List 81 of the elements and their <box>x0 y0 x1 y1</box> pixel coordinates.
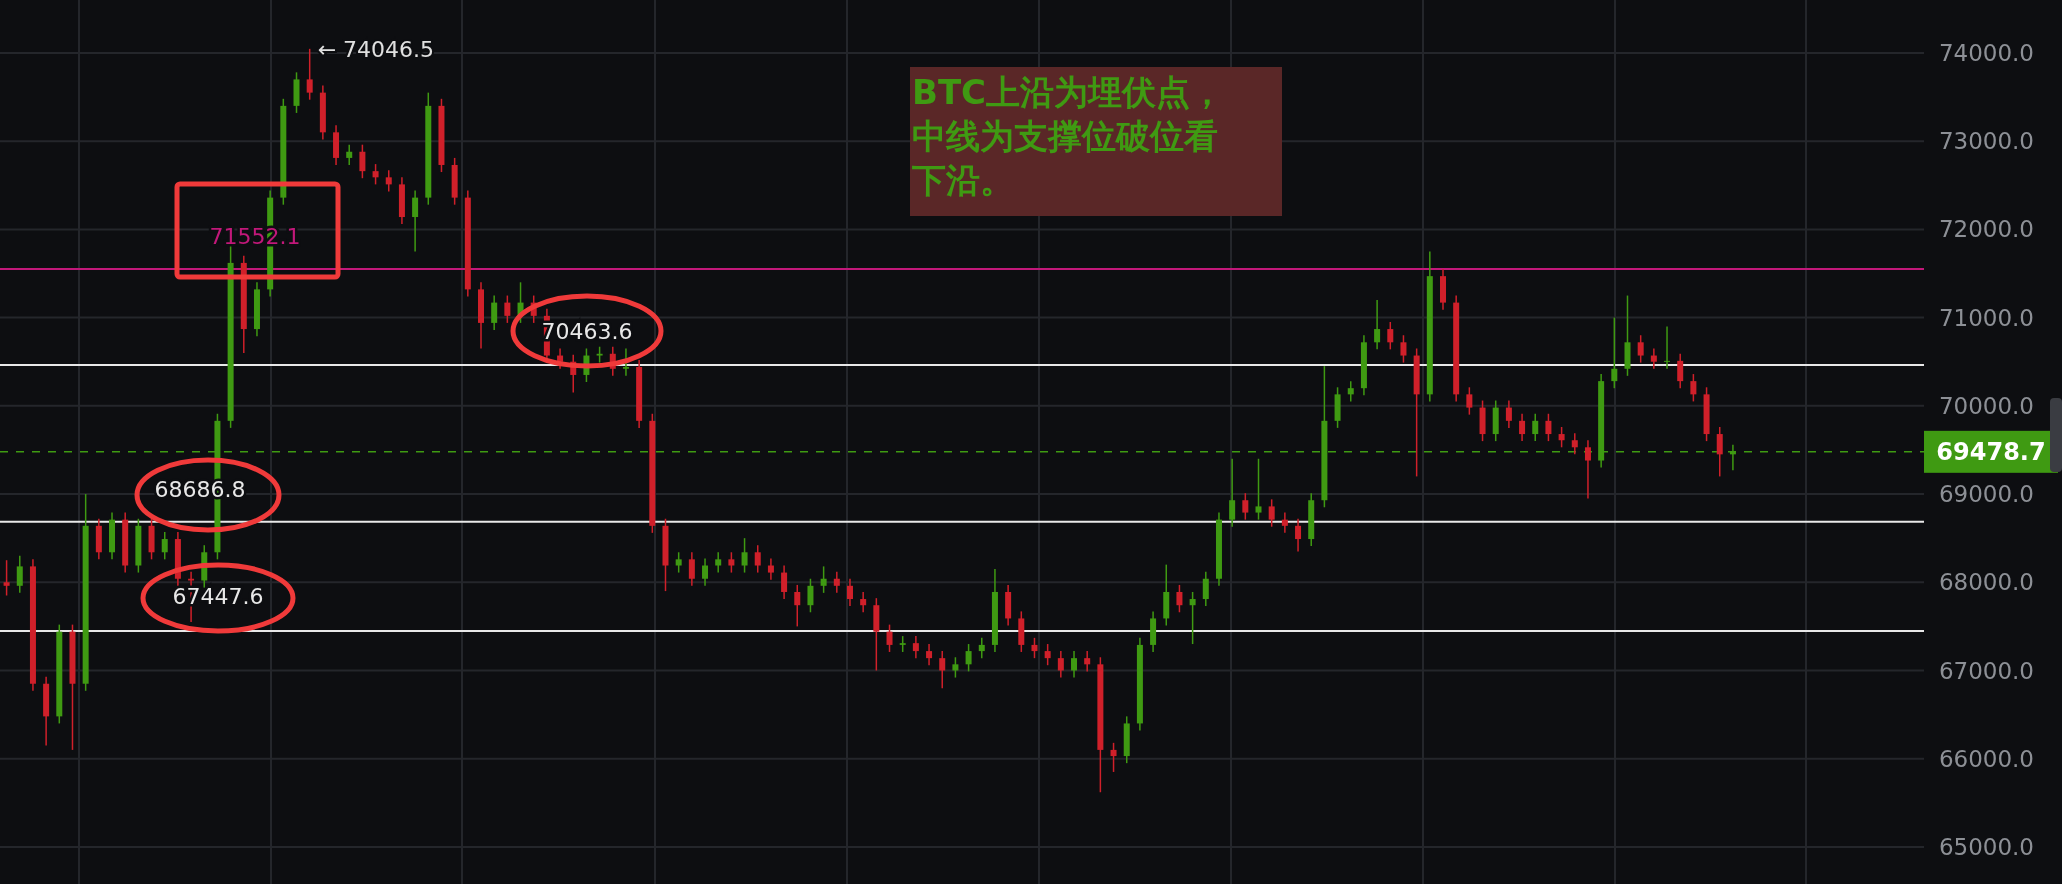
candlestick <box>1677 353 1684 389</box>
y-tick-label: 71000.0 <box>1938 304 2034 331</box>
candlestick <box>306 48 313 101</box>
candlestick <box>1519 413 1526 442</box>
candlestick <box>939 650 946 689</box>
candlestick <box>161 531 168 561</box>
candlestick <box>860 591 867 614</box>
candlestick <box>1071 650 1078 679</box>
candlestick <box>1387 321 1394 351</box>
candlestick <box>1057 650 1064 679</box>
y-tick-label: 69000.0 <box>1938 481 2034 508</box>
candlestick <box>1044 643 1051 666</box>
y-tick-label: 67000.0 <box>1938 657 2034 684</box>
candlestick <box>1558 426 1565 449</box>
candlestick <box>1255 458 1262 521</box>
candlestick <box>16 555 23 594</box>
candlestick <box>1229 458 1236 528</box>
candlestick <box>728 551 735 574</box>
candlestick <box>1110 742 1117 773</box>
candlestick <box>1202 570 1209 607</box>
candlestick <box>1268 498 1275 528</box>
candlestick <box>622 347 629 377</box>
candlestick <box>1545 413 1552 442</box>
candlestick <box>1189 591 1196 645</box>
y-tick-label: 72000.0 <box>1938 216 2034 243</box>
ref-line-label: 69478.7 <box>1936 438 2046 467</box>
candlestick <box>1347 380 1354 403</box>
candlestick <box>965 643 972 673</box>
candlestick <box>3 559 10 597</box>
candlestick <box>767 557 774 581</box>
candlestick <box>385 169 392 193</box>
candlestick <box>781 564 788 600</box>
candlestick <box>412 189 419 253</box>
candlestick <box>1584 439 1591 500</box>
candlestick <box>1084 650 1091 673</box>
y-tick-label: 68000.0 <box>1938 569 2034 596</box>
candlestick <box>1466 386 1473 416</box>
candlestick <box>820 565 827 594</box>
candlestick <box>1242 492 1249 521</box>
candlestick <box>926 643 933 666</box>
candlestick <box>359 143 366 179</box>
y-tick-label: 65000.0 <box>1938 834 2034 860</box>
candlestick <box>807 578 814 614</box>
candlestick <box>1281 511 1288 534</box>
y-tick-label: 70000.0 <box>1938 392 2034 419</box>
candlestick <box>978 637 985 659</box>
candlestick <box>1571 432 1578 456</box>
candlestick <box>1637 334 1644 364</box>
candlestick <box>346 143 353 166</box>
candlestick <box>1611 316 1618 389</box>
candlestick <box>1031 637 1038 659</box>
y-tick-label: 74000.0 <box>1938 39 2034 66</box>
candlestick <box>846 578 853 607</box>
candlestick <box>1400 334 1407 364</box>
candlestick <box>1374 299 1381 351</box>
candlestick <box>1176 584 1183 614</box>
y-tick-label: 66000.0 <box>1938 745 2034 772</box>
candlestick <box>1295 518 1302 553</box>
candlestick <box>715 551 722 574</box>
candlestick <box>1505 399 1512 429</box>
candlestick <box>1664 325 1671 370</box>
candlestick <box>1690 373 1697 403</box>
candlestick <box>491 294 498 331</box>
candlestick <box>702 557 709 587</box>
candlestick <box>1532 413 1539 442</box>
candlestick <box>886 623 893 653</box>
candlestick <box>754 544 761 574</box>
candlestick <box>741 537 748 574</box>
y-tick-label: 73000.0 <box>1938 128 2034 155</box>
candlestick <box>912 635 919 659</box>
candlestick <box>688 551 695 587</box>
candlestick <box>833 570 840 594</box>
annotation: ← 74046.5 <box>317 36 435 62</box>
candlestick <box>372 163 379 186</box>
candlestick <box>794 584 801 628</box>
candlestick <box>504 294 511 324</box>
candlestick <box>675 551 682 574</box>
candlestick <box>952 656 959 679</box>
annotation: BTC上沿为埋伏点，中线为支撑位破位看下沿。 <box>911 72 1225 200</box>
candlestick <box>1650 347 1657 370</box>
candlestick <box>1716 426 1723 478</box>
